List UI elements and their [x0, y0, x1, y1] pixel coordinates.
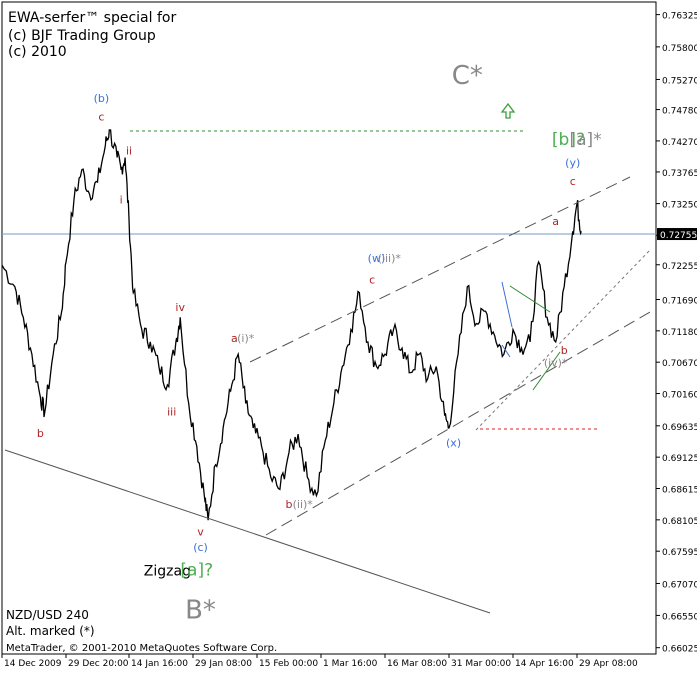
y-tick-label: 0.68105: [662, 517, 697, 527]
chart-marks: 0.76325 0.75800 0.75270 0.74780 0.74270 0.737…: [1, 12, 697, 669]
wave-label: (iv)*: [544, 356, 568, 369]
wave-label: b: [37, 427, 44, 440]
y-tick-label: 0.71180: [662, 328, 697, 338]
price-line: [1, 129, 582, 521]
x-tick-label: 14 Apr 16:00: [515, 659, 574, 669]
copyright: MetaTrader, © 2001-2010 MetaQuotes Softw…: [6, 643, 277, 654]
up-arrow-icon: [500, 102, 516, 119]
green-segment-1: [509, 285, 551, 313]
current-price-marker: [657, 228, 697, 241]
channel-lower: [265, 311, 651, 536]
y-tick-label: 0.74780: [662, 107, 697, 117]
green-segment-2: [532, 351, 561, 391]
y-tick-label: 0.67595: [662, 548, 697, 558]
y-tick-label: 0.69125: [662, 454, 697, 464]
header-line3: (c) 2010: [8, 44, 67, 60]
wave-label: i: [120, 194, 123, 207]
x-tick-label: 14 Jan 16:00: [131, 659, 188, 669]
wave-label: B*: [185, 595, 216, 625]
y-tick-label: 0.76325: [662, 12, 697, 22]
x-tick-label: 29 Apr 08:00: [579, 659, 638, 669]
current-price-label: 0.72755: [660, 231, 697, 241]
x-tick-label: 14 Dec 2009: [4, 659, 62, 669]
x-tick-label: 31 Mar 00:00: [451, 659, 511, 669]
wave-label: (ii)*: [293, 498, 314, 511]
wave-label: b: [561, 344, 568, 357]
channel-upper: [249, 176, 631, 363]
wave-label: c: [369, 274, 375, 287]
y-tick-label: 0.67070: [662, 580, 697, 590]
y-tick-label: 0.75270: [662, 76, 697, 86]
x-tick-label: 16 Mar 08:00: [387, 659, 447, 669]
wave-label: (w): [368, 252, 386, 265]
trendline-lower: [4, 449, 491, 614]
wave-label: (c): [193, 541, 208, 554]
wave-label: b: [286, 498, 293, 511]
wave-label: c: [98, 111, 104, 124]
symbol-label: NZD/USD 240: [6, 608, 89, 622]
wave-label: ii: [126, 144, 132, 157]
y-tick-label: 0.75800: [662, 44, 697, 54]
wave-label: (y): [565, 157, 580, 170]
wave-label: a: [552, 215, 559, 228]
wave-label: (b): [94, 92, 110, 105]
y-tick-label: 0.71690: [662, 296, 697, 306]
wave-label: (iii)*: [378, 252, 402, 265]
wave-label: iii: [167, 406, 176, 419]
wave-label: Zigzag: [144, 563, 191, 579]
wave-label: (x): [446, 436, 461, 449]
y-tick-label: 0.66550: [662, 612, 697, 622]
y-tick-label: 0.73765: [662, 169, 697, 179]
blue-segment-1: [501, 281, 513, 328]
wave-label: [b]?: [552, 130, 585, 150]
y-tick-label: 0.70160: [662, 391, 697, 401]
y-tick-label: 0.74270: [662, 138, 697, 148]
y-tick-label: 0.73250: [662, 201, 697, 211]
y-tick-label: 0.66025: [662, 645, 697, 655]
wave-label: [a]?: [180, 560, 213, 580]
x-tick-label: 29 Dec 20:00: [68, 659, 129, 669]
y-tick-label: 0.69635: [662, 423, 697, 433]
x-tick-label: 15 Feb 00:00: [259, 659, 318, 669]
x-tick-label: 29 Jan 08:00: [195, 659, 252, 669]
y-tick-label: 0.70670: [662, 359, 697, 369]
header-line2: (c) BJF Trading Group: [8, 28, 156, 44]
wave-label: C*: [452, 61, 483, 91]
y-tick-label: 0.68615: [662, 486, 697, 496]
x-tick-label: 1 Mar 16:00: [323, 659, 378, 669]
wave-label: c: [570, 175, 576, 188]
plot-area: [1, 1, 657, 655]
wave-label: a: [231, 332, 238, 345]
wave-label: v: [197, 526, 204, 539]
wave-label: (i)*: [237, 332, 255, 345]
wave-label: iv: [175, 301, 185, 314]
wave-label: [a]*: [569, 130, 601, 150]
y-tick-label: 0.72255: [662, 262, 697, 272]
alt-note: Alt. marked (*): [6, 624, 95, 638]
blue-segment-2: [501, 344, 511, 358]
header-line1: EWA-serfer™ special for: [8, 10, 176, 26]
